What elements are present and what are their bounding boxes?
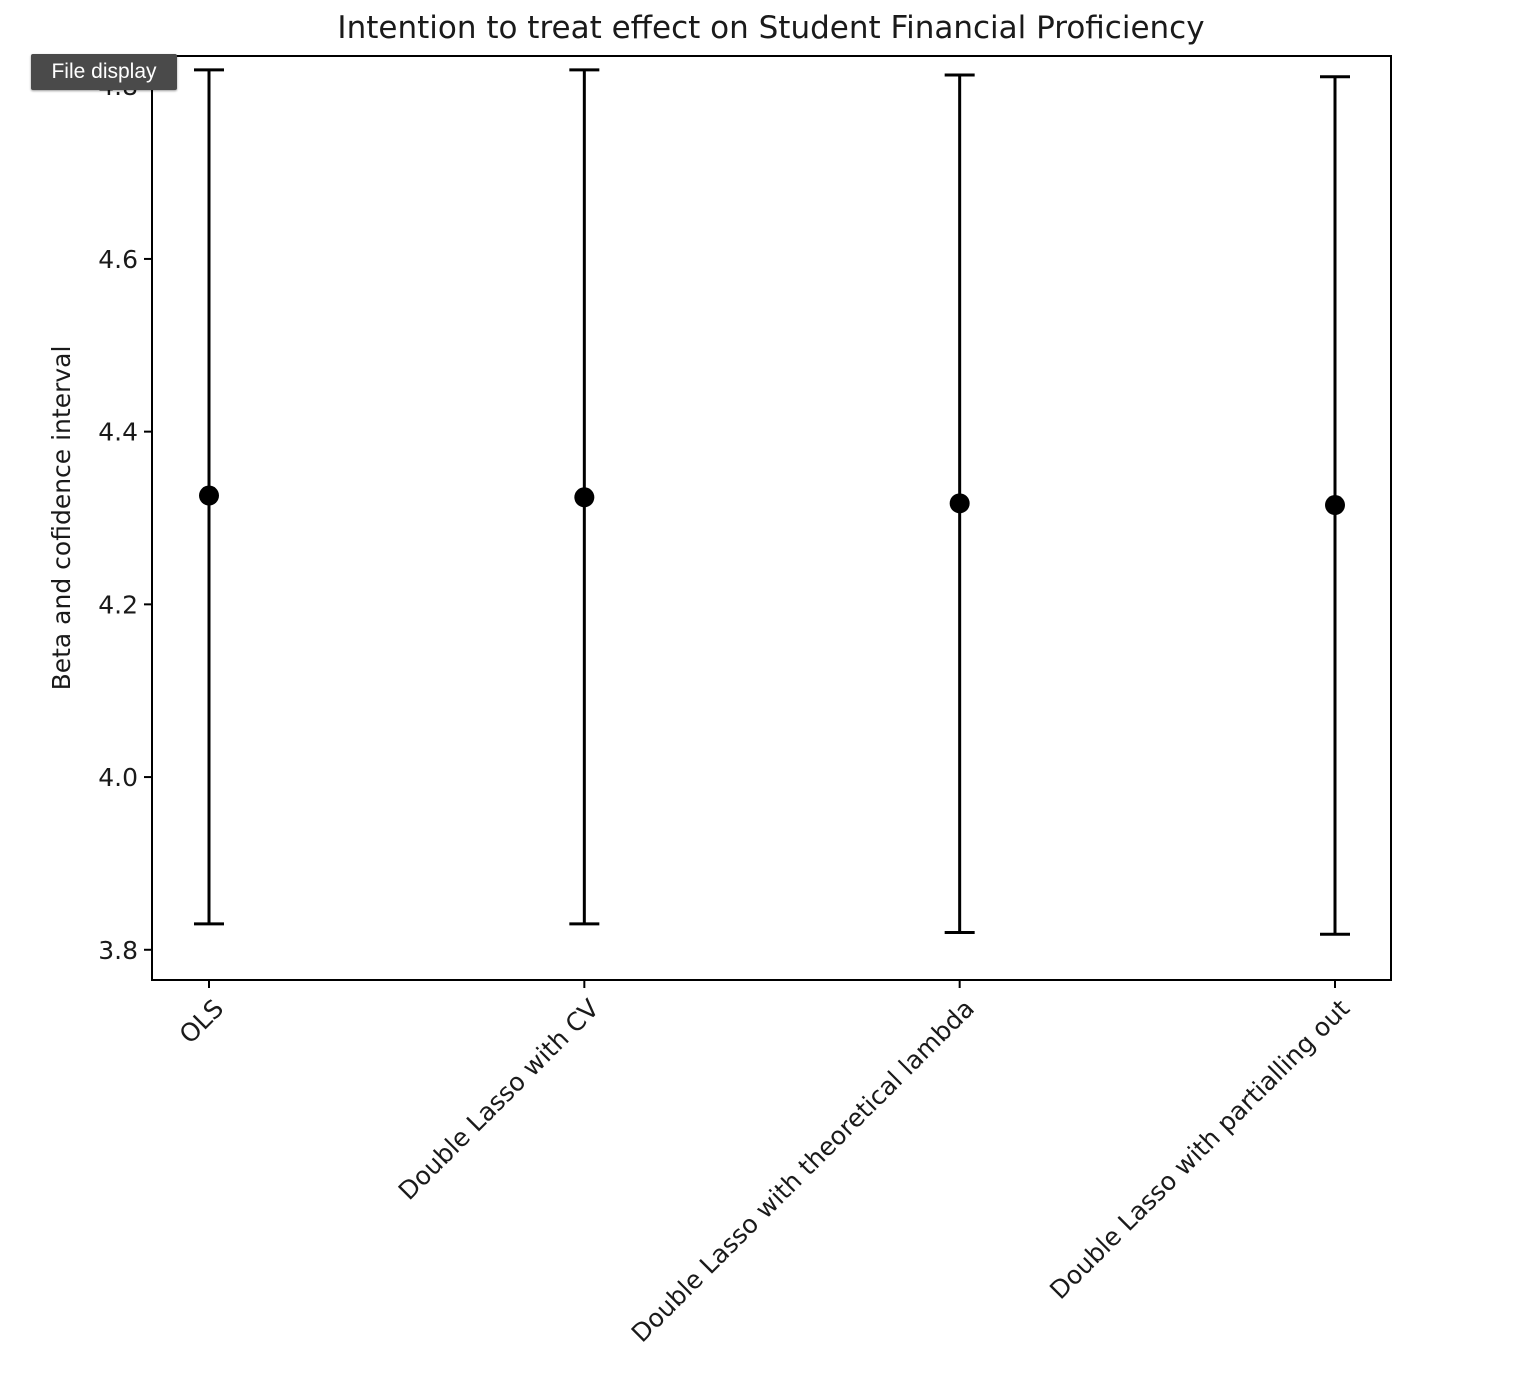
estimate-point (574, 487, 595, 508)
y-axis-label: Beta and cofidence interval (47, 346, 76, 691)
estimate-point (199, 485, 219, 506)
file-display-tooltip: File display (31, 54, 177, 90)
y-tick-label: 4.4 (98, 418, 138, 447)
data-marks (194, 68, 1350, 936)
y-tick-label: 4.0 (98, 763, 138, 792)
estimate-point (949, 493, 970, 514)
chart-title: Intention to treat effect on Student Fin… (337, 10, 1204, 46)
y-tick-label: 3.8 (98, 936, 138, 965)
x-axis: OLS Double Lasso with CV Double Lasso with… (174, 980, 1355, 1348)
x-tick-label: Double Lasso with CV (393, 994, 605, 1206)
plot-frame (151, 55, 1392, 981)
y-axis: 3.84.04.24.44.64.8 (98, 72, 152, 965)
estimate-point (1325, 495, 1345, 516)
x-tick-label: OLS (174, 994, 229, 1049)
x-tick-label: Double Lasso with theoretical lambda (626, 994, 980, 1348)
y-tick-label: 4.2 (98, 590, 138, 619)
x-tick-label: Double Lasso with partialling out (1044, 994, 1355, 1305)
y-tick-label: 4.6 (98, 245, 138, 274)
